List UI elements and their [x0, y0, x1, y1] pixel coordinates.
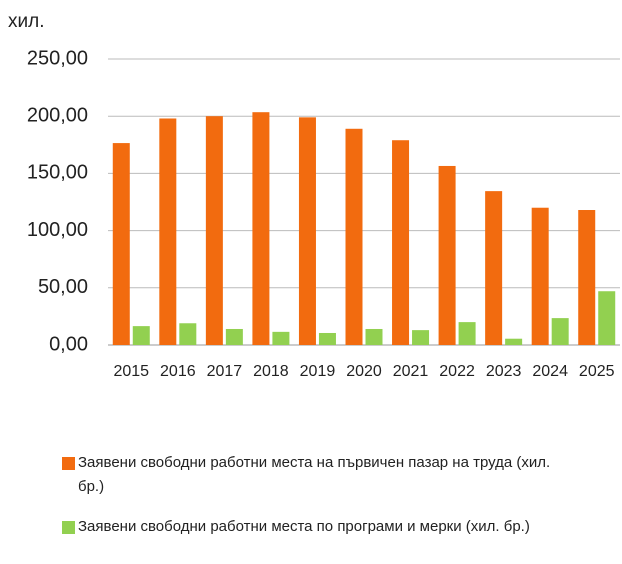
y-tick-label: 150,00 — [27, 162, 88, 184]
bar — [205, 116, 223, 345]
x-tick-label: 2021 — [393, 363, 429, 380]
bar — [485, 191, 503, 345]
x-tick-label: 2019 — [300, 363, 336, 380]
bar — [438, 165, 456, 345]
bar — [598, 291, 616, 345]
bar — [272, 331, 290, 345]
bar — [225, 328, 243, 345]
x-tick-label: 2015 — [113, 363, 149, 380]
bar — [179, 323, 197, 345]
legend-swatch — [62, 457, 75, 470]
x-tick-label: 2020 — [346, 363, 382, 380]
bar — [252, 112, 270, 345]
bar — [505, 338, 523, 345]
legend-label: Заявени свободни работни места по програ… — [78, 518, 530, 535]
x-tick-label: 2024 — [532, 363, 568, 380]
chart: хил. 0,00 50,00 100,00 150,00 200,00 250,00 20… — [8, 11, 620, 380]
bar — [551, 318, 569, 345]
y-tick-label: 200,00 — [27, 104, 88, 126]
bar — [318, 332, 336, 345]
legend-swatch — [62, 521, 75, 534]
x-tick-label: 2018 — [253, 363, 289, 380]
bar — [112, 143, 130, 345]
legend-item: Заявени свободни работни места по програ… — [62, 515, 562, 539]
bar — [412, 330, 430, 345]
x-tick-label: 2023 — [486, 363, 522, 380]
bar — [365, 328, 383, 345]
x-tick-label: 2017 — [207, 363, 243, 380]
y-tick-label: 50,00 — [38, 276, 88, 298]
bar — [578, 210, 596, 345]
x-tick-label: 2022 — [439, 363, 475, 380]
y-tick-label: 0,00 — [49, 333, 88, 355]
bar — [132, 326, 150, 345]
y-tick-label: 250,00 — [27, 47, 88, 69]
bar — [531, 207, 549, 345]
bar — [345, 128, 363, 345]
x-tick-label: 2016 — [160, 363, 196, 380]
bar — [159, 118, 177, 345]
bar — [458, 322, 476, 345]
y-tick-label: 100,00 — [27, 219, 88, 241]
legend-item: Заявени свободни работни места на първич… — [62, 451, 562, 499]
x-tick-label: 2025 — [579, 363, 615, 380]
bar — [298, 117, 316, 346]
y-unit: хил. — [8, 11, 44, 32]
bar — [392, 140, 410, 345]
legend-label: Заявени свободни работни места на първич… — [78, 454, 551, 495]
